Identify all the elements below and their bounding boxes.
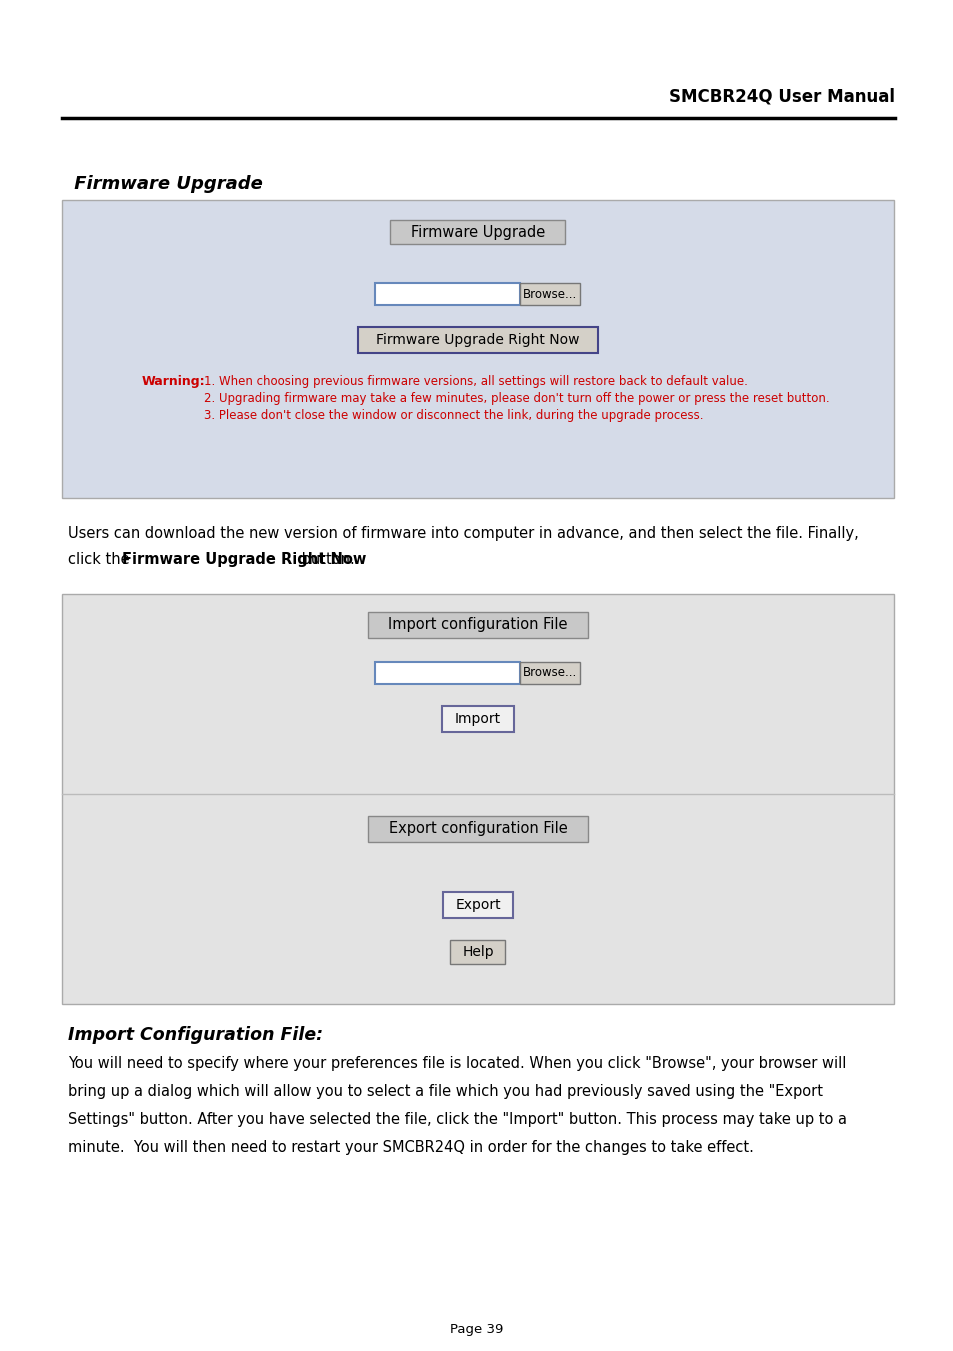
- Text: Users can download the new version of firmware into computer in advance, and the: Users can download the new version of fi…: [68, 526, 858, 540]
- Text: 2. Upgrading firmware may take a few minutes, please don't turn off the power or: 2. Upgrading firmware may take a few min…: [204, 392, 829, 405]
- Text: You will need to specify where your preferences file is located. When you click : You will need to specify where your pref…: [68, 1056, 845, 1071]
- Text: bring up a dialog which will allow you to select a file which you had previously: bring up a dialog which will allow you t…: [68, 1084, 822, 1098]
- Text: 1. When choosing previous firmware versions, all settings will restore back to d: 1. When choosing previous firmware versi…: [204, 376, 747, 388]
- Text: Settings" button. After you have selected the file, click the "Import" button. T: Settings" button. After you have selecte…: [68, 1112, 846, 1127]
- Bar: [368, 612, 587, 638]
- Text: Firmware Upgrade Right Now: Firmware Upgrade Right Now: [375, 332, 579, 347]
- Bar: [441, 707, 514, 732]
- Text: Import: Import: [455, 712, 500, 725]
- Text: Firmware Upgrade Right Now: Firmware Upgrade Right Now: [122, 553, 366, 567]
- Bar: [390, 220, 565, 245]
- Text: Import Configuration File:: Import Configuration File:: [68, 1025, 323, 1044]
- Bar: [375, 662, 520, 684]
- Bar: [357, 327, 598, 353]
- Bar: [520, 282, 579, 305]
- Bar: [520, 662, 579, 684]
- Text: Export configuration File: Export configuration File: [388, 821, 567, 836]
- Text: Firmware Upgrade: Firmware Upgrade: [68, 176, 263, 193]
- Text: Firmware Upgrade: Firmware Upgrade: [411, 224, 544, 239]
- Text: Help: Help: [461, 944, 494, 959]
- Text: button.: button.: [296, 553, 355, 567]
- Bar: [62, 594, 893, 1004]
- Bar: [62, 200, 893, 499]
- Text: Import configuration File: Import configuration File: [388, 617, 567, 632]
- Bar: [368, 816, 587, 842]
- Text: Page 39: Page 39: [450, 1323, 503, 1336]
- Bar: [450, 940, 505, 965]
- Bar: [375, 282, 520, 305]
- Text: click the: click the: [68, 553, 134, 567]
- Text: Browse...: Browse...: [523, 288, 577, 300]
- Text: minute.  You will then need to restart your SMCBR24Q in order for the changes to: minute. You will then need to restart yo…: [68, 1140, 753, 1155]
- Text: 3. Please don't close the window or disconnect the link, during the upgrade proc: 3. Please don't close the window or disc…: [204, 409, 702, 422]
- Text: Browse...: Browse...: [523, 666, 577, 680]
- Text: Export: Export: [455, 898, 500, 912]
- Text: Warning:: Warning:: [142, 376, 206, 388]
- Bar: [442, 892, 513, 917]
- Text: SMCBR24Q User Manual: SMCBR24Q User Manual: [668, 86, 894, 105]
